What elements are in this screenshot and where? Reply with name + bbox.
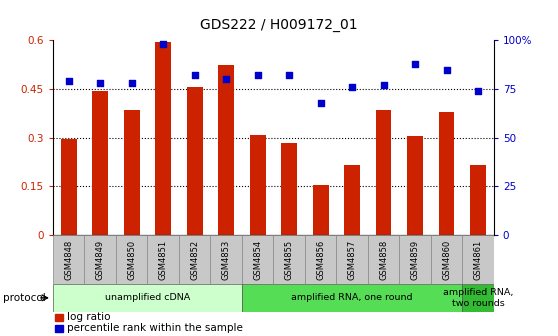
Bar (400, 235, 431, 284)
Point (222, 77, 230, 82)
Point (190, 73, 199, 78)
Bar (53, 235, 84, 284)
Point (316, 100, 325, 106)
Text: GSM4853: GSM4853 (222, 240, 230, 280)
Text: GSM4850: GSM4850 (127, 240, 136, 280)
Text: GSM4849: GSM4849 (96, 240, 105, 280)
Bar (124, 110, 140, 235)
Bar (305, 235, 336, 284)
Bar (147, 235, 179, 284)
Bar (53, 284, 242, 312)
Bar (368, 235, 400, 284)
Text: GSM4857: GSM4857 (348, 240, 357, 280)
Bar (250, 134, 266, 235)
Text: percentile rank within the sample: percentile rank within the sample (67, 323, 243, 333)
Text: GSM4859: GSM4859 (411, 240, 420, 280)
Text: protocol: protocol (3, 293, 46, 303)
Text: GSM4852: GSM4852 (190, 240, 199, 280)
Point (158, 42, 167, 47)
Text: GSM4851: GSM4851 (158, 240, 168, 280)
Bar (439, 112, 454, 235)
Point (379, 82, 388, 88)
Bar (463, 284, 494, 312)
Bar (210, 235, 242, 284)
Text: GSM4848: GSM4848 (64, 240, 73, 280)
Point (348, 84, 357, 90)
Bar (155, 42, 171, 235)
Bar (336, 235, 368, 284)
Text: log ratio: log ratio (67, 312, 110, 323)
Bar (218, 65, 234, 235)
Bar (116, 235, 147, 284)
Point (285, 73, 294, 78)
Bar (93, 91, 108, 235)
Point (474, 88, 483, 94)
Text: GSM4854: GSM4854 (253, 240, 262, 280)
Bar (61, 139, 76, 235)
Bar (463, 235, 494, 284)
Bar (179, 235, 210, 284)
Bar (431, 235, 463, 284)
Text: amplified RNA, one round: amplified RNA, one round (291, 293, 413, 302)
Bar (470, 165, 486, 235)
Bar (281, 142, 297, 235)
Bar (344, 165, 360, 235)
Text: GSM4858: GSM4858 (379, 240, 388, 280)
Bar (273, 235, 305, 284)
Bar (84, 235, 116, 284)
Text: amplified RNA,
two rounds: amplified RNA, two rounds (443, 288, 513, 307)
Bar (242, 284, 463, 312)
Point (253, 73, 262, 78)
Bar (55, 314, 63, 321)
Bar (242, 235, 273, 284)
Bar (407, 136, 423, 235)
Point (96, 81, 105, 86)
Bar (376, 110, 392, 235)
Point (64, 79, 73, 84)
Point (127, 81, 136, 86)
Text: GSM4861: GSM4861 (474, 240, 483, 280)
Bar (187, 87, 203, 235)
Point (442, 67, 451, 72)
Text: unamplified cDNA: unamplified cDNA (105, 293, 190, 302)
Text: GSM4855: GSM4855 (285, 240, 294, 280)
Bar (313, 185, 329, 235)
Bar (55, 325, 63, 332)
Text: GDS222 / H009172_01: GDS222 / H009172_01 (200, 18, 358, 33)
Text: GSM4860: GSM4860 (442, 240, 451, 280)
Point (411, 61, 420, 67)
Text: GSM4856: GSM4856 (316, 240, 325, 280)
